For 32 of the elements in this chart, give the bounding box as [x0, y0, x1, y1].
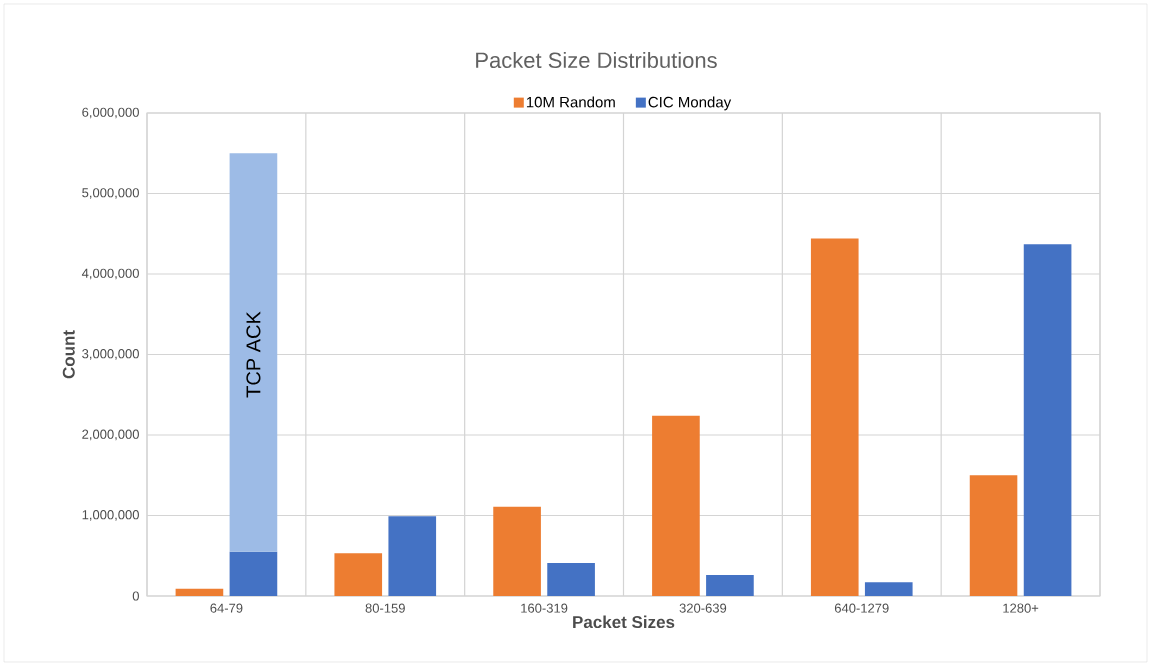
bar [388, 516, 437, 596]
bar [864, 582, 913, 596]
chart-title: Packet Size Distributions [476, 51, 717, 69]
bar [334, 553, 383, 596]
bar [547, 562, 595, 596]
x-tick-label: 640-1279 [834, 603, 889, 613]
bar [493, 506, 541, 596]
annotation: TCP ACK [246, 311, 261, 398]
y-tick-label: 2,000,000 [82, 429, 139, 441]
y-tick-label: 3,000,000 [82, 349, 139, 360]
x-tick-label: 64-79 [210, 603, 243, 613]
bar [969, 475, 1018, 596]
bar [1023, 244, 1072, 596]
y-tick-label: 6,000,000 [82, 107, 139, 119]
y-tick-label: 1,000,000 [82, 510, 139, 521]
bar [229, 551, 278, 596]
x-axis-title: Packet Sizes [573, 615, 675, 629]
x-tick-label: 320-639 [679, 603, 727, 613]
y-tick-label: 4,000,000 [81, 268, 139, 280]
bar [706, 575, 754, 596]
legend-label: 10M Random [526, 96, 615, 108]
y-tick-label: 5,000,000 [82, 188, 139, 199]
bar [810, 238, 859, 596]
legend-label: CIC Monday [648, 96, 732, 111]
bar [229, 153, 278, 552]
x-tick-label: 160-319 [521, 603, 568, 613]
bar [652, 415, 700, 596]
x-tick-label: 80-159 [365, 603, 405, 613]
x-tick-label: 1280+ [1003, 603, 1039, 613]
y-axis-title: Count [62, 330, 75, 379]
y-tick-label: 0 [132, 591, 139, 601]
bar [175, 588, 224, 596]
